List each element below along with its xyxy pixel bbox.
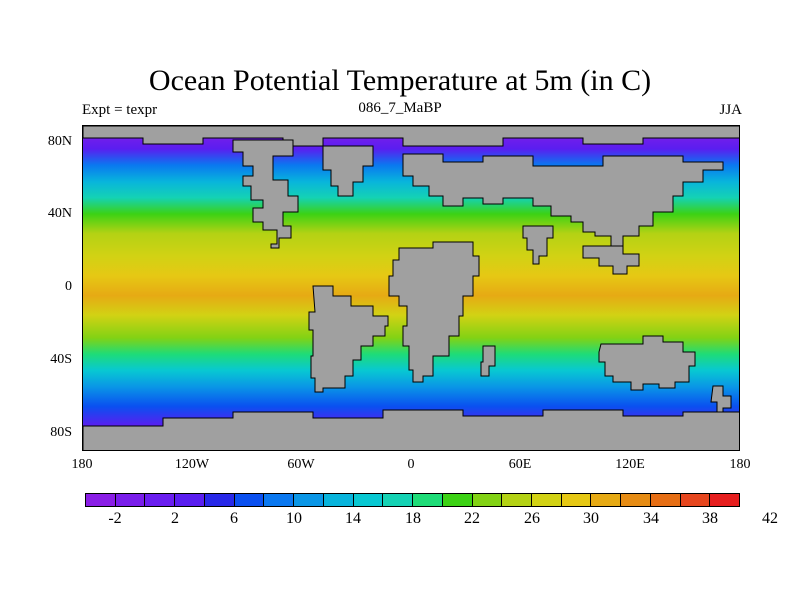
colorbar-label: 42 bbox=[762, 510, 778, 527]
landmass-north-america bbox=[232, 139, 299, 249]
colorbar-label: 6 bbox=[230, 510, 238, 527]
landmass-new-zealand bbox=[710, 385, 732, 413]
lat-tick-0: 0 bbox=[65, 279, 72, 294]
colorbar bbox=[85, 493, 740, 507]
landmass-australia bbox=[598, 335, 696, 391]
colorbar-cell bbox=[264, 494, 295, 506]
colorbar-label: 10 bbox=[286, 510, 302, 527]
colorbar-cell bbox=[591, 494, 622, 506]
landmass-south-america bbox=[308, 285, 389, 393]
colorbar-label: 34 bbox=[643, 510, 659, 527]
colorbar-cell bbox=[561, 494, 592, 506]
lon-tick-60w: 60W bbox=[287, 457, 315, 472]
lon-tick-0: 0 bbox=[407, 457, 415, 472]
landmass-antarctica bbox=[83, 409, 739, 450]
colorbar-cell bbox=[413, 494, 443, 506]
colorbar-cell bbox=[710, 494, 740, 506]
colorbar-label: 14 bbox=[345, 510, 361, 527]
lon-tick-180e: 180 bbox=[729, 457, 751, 472]
lon-tick-180w: 180 bbox=[71, 457, 93, 472]
landmass-madagascar bbox=[480, 345, 496, 377]
colorbar-label: 18 bbox=[405, 510, 421, 527]
landmass-arctic-top bbox=[83, 126, 739, 147]
colorbar-cell bbox=[650, 494, 681, 506]
land-masses bbox=[83, 126, 739, 450]
lat-tick-40s: 40S bbox=[50, 352, 72, 367]
colorbar-cell bbox=[323, 494, 354, 506]
colorbar-cell bbox=[353, 494, 384, 506]
season-label: JJA bbox=[719, 102, 742, 118]
colorbar-label: 22 bbox=[464, 510, 480, 527]
colorbar-cell bbox=[145, 494, 176, 506]
colorbar-cell bbox=[175, 494, 205, 506]
colorbar-cell bbox=[532, 494, 562, 506]
landmass-southeast-asia bbox=[582, 245, 640, 275]
lon-tick-120w: 120W bbox=[174, 457, 210, 472]
colorbar-cell bbox=[442, 494, 473, 506]
colorbar-cell bbox=[621, 494, 651, 506]
colorbar-label: 2 bbox=[171, 510, 179, 527]
colorbar-label: -2 bbox=[108, 510, 122, 527]
page-title: Ocean Potential Temperature at 5m (in C) bbox=[148, 64, 652, 97]
colorbar-cell bbox=[472, 494, 503, 506]
colorbar-cell bbox=[115, 494, 146, 506]
lat-tick-40n: 40N bbox=[47, 206, 72, 221]
colorbar-cell bbox=[234, 494, 265, 506]
landmass-greenland bbox=[322, 145, 374, 197]
map-svg bbox=[83, 126, 739, 450]
colorbar-label: 38 bbox=[702, 510, 718, 527]
colorbar-cell bbox=[502, 494, 533, 506]
landmass-africa bbox=[388, 241, 480, 383]
colorbar-cell bbox=[294, 494, 324, 506]
lon-tick-60e: 60E bbox=[508, 457, 532, 472]
colorbar-cell bbox=[383, 494, 414, 506]
colorbar-cell bbox=[86, 494, 116, 506]
colorbar-label: 30 bbox=[583, 510, 599, 527]
run-label: 086_7_MaBP bbox=[358, 100, 442, 116]
experiment-label: Expt = texpr bbox=[82, 102, 158, 118]
landmass-india bbox=[522, 225, 554, 265]
colorbar-label: 26 bbox=[524, 510, 540, 527]
colorbar-cell bbox=[680, 494, 711, 506]
lat-tick-80n: 80N bbox=[47, 134, 72, 149]
lat-tick-80s: 80S bbox=[50, 425, 72, 440]
colorbar-cell bbox=[204, 494, 235, 506]
temperature-map bbox=[82, 125, 740, 451]
lon-tick-120e: 120E bbox=[615, 457, 645, 472]
